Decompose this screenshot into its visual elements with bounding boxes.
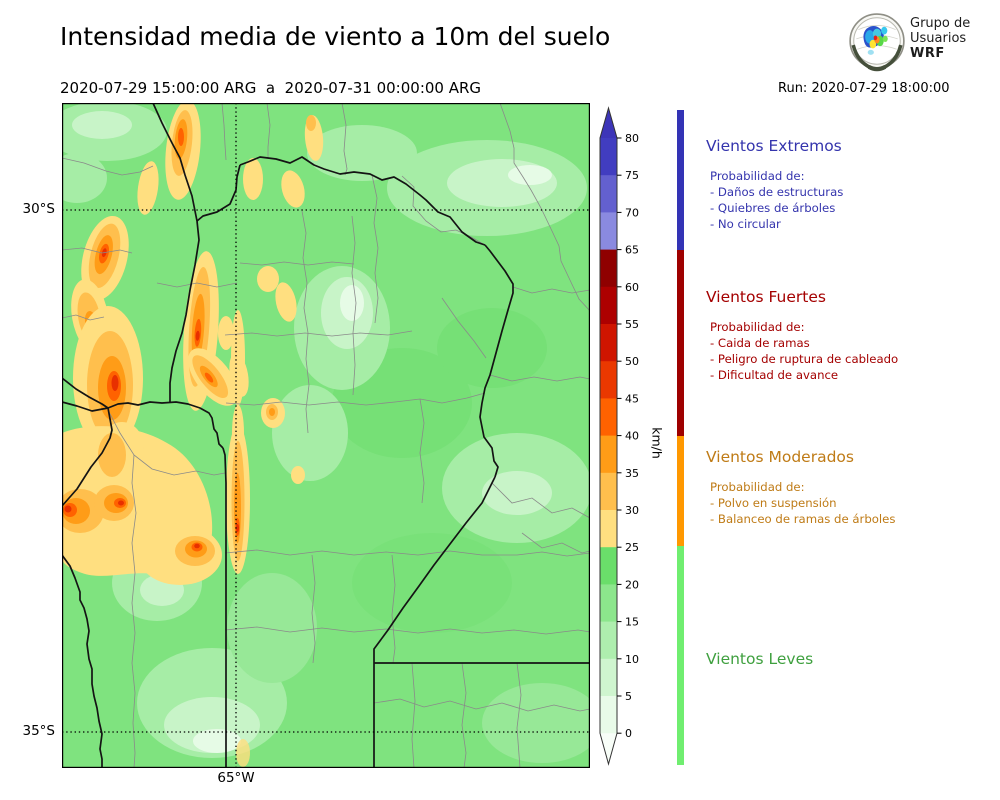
colorbar-tick-label: 80 xyxy=(625,132,639,145)
lon-tick-65w: 65°W xyxy=(217,770,255,786)
colorbar-tick-label: 45 xyxy=(625,392,639,405)
legend-line: - Dificultad de avance xyxy=(710,368,839,382)
legend-section-body: Probabilidad de: - Daños de estructuras - … xyxy=(706,168,994,232)
colorbar-segment xyxy=(600,547,617,585)
model-run-label: Run: 2020-07-29 18:00:00 xyxy=(778,81,950,96)
colorbar-tick-label: 15 xyxy=(625,616,639,629)
legend-section-title: Vientos Moderados xyxy=(706,448,854,466)
legend-line: - Quiebres de árboles xyxy=(710,201,836,215)
accent-bar-fuertes xyxy=(677,250,684,436)
legend-section-body: Probabilidad de: - Caida de ramas - Peligr… xyxy=(706,319,994,383)
legend-line: - Balanceo de ramas de árboles xyxy=(710,512,896,526)
page-title: Intensidad media de viento a 10m del sue… xyxy=(60,22,611,51)
colorbar-unit-label: km/h xyxy=(649,427,665,459)
colorbar-tick-label: 30 xyxy=(625,504,639,517)
colorbar-under-arrow xyxy=(600,733,617,764)
legend-line: Probabilidad de: xyxy=(710,480,805,494)
colorbar-tick-label: 35 xyxy=(625,467,639,480)
legend-line: - Peligro de ruptura de cableado xyxy=(710,352,899,366)
colorbar-tick-label: 20 xyxy=(625,578,639,591)
legend-section-body: Probabilidad de: - Polvo en suspensión - B… xyxy=(706,479,994,527)
accent-bar-leves xyxy=(677,546,684,765)
colorbar-segment xyxy=(600,696,617,734)
colorbar-segment xyxy=(600,212,617,250)
legend-line: - Caida de ramas xyxy=(710,336,810,350)
wind-intensity-map xyxy=(62,103,590,768)
legend-section-3: Vientos Moderados Probabilidad de: - Polvo… xyxy=(706,448,994,527)
legend-line: Probabilidad de: xyxy=(710,320,805,334)
colorbar-tick-label: 0 xyxy=(625,727,632,740)
colorbar-over-arrow xyxy=(600,108,617,138)
colorbar-tick-label: 75 xyxy=(625,169,639,182)
accent-bar-extremos xyxy=(677,110,684,250)
colorbar-tick-label: 50 xyxy=(625,355,639,368)
legend-section-1: Vientos Extremos Probabilidad de: - Daños … xyxy=(706,137,994,232)
colorbar-tick-label: 60 xyxy=(625,281,639,294)
map-frame xyxy=(62,103,590,768)
logo-text: Grupo de Usuarios WRF xyxy=(910,16,970,61)
graticule-lines xyxy=(62,103,590,768)
accent-bar-moderados xyxy=(677,436,684,546)
colorbar-segment xyxy=(600,138,617,176)
colorbar-segment xyxy=(600,398,617,436)
province-borders xyxy=(62,103,590,768)
valid-period: 2020-07-29 15:00:00 ARG a 2020-07-31 00:… xyxy=(60,79,482,97)
colorbar-segment xyxy=(600,249,617,288)
logo-line3: WRF xyxy=(910,46,945,61)
legend-line: Probabilidad de: xyxy=(710,169,805,183)
colorbar-tick-label: 5 xyxy=(625,690,632,703)
legend-line: - No circular xyxy=(710,217,781,231)
colorbar-tick-label: 55 xyxy=(625,318,639,331)
colorbar-segment xyxy=(600,324,617,362)
colorbar-segment xyxy=(600,175,617,213)
department-borders xyxy=(62,103,590,768)
colorbar-segment xyxy=(600,621,617,660)
lat-tick-35s: 35°S xyxy=(22,723,56,739)
colorbar-tick-label: 10 xyxy=(625,653,639,666)
logo-line1: Grupo de xyxy=(910,16,971,31)
light-wind-patches xyxy=(62,103,590,763)
colorbar-tick-label: 40 xyxy=(625,430,639,443)
wrf-users-group-logo xyxy=(846,11,908,73)
legend-section-title: Vientos Extremos xyxy=(706,137,842,155)
colorbar-tick-label: 70 xyxy=(625,206,639,219)
legend-line: - Polvo en suspensión xyxy=(710,496,837,510)
strong-wind-bands xyxy=(62,103,324,767)
logo-seal-icon xyxy=(849,13,905,72)
legend-section-title: Vientos Leves xyxy=(706,650,814,668)
colorbar-segment xyxy=(600,584,617,622)
legend-section-title: Vientos Fuertes xyxy=(706,288,826,306)
colorbar-segment xyxy=(600,286,617,325)
logo-line2: Usuarios xyxy=(910,31,967,46)
colorbar-segment xyxy=(600,435,617,474)
colorbar-segment xyxy=(600,472,617,511)
legend-section-4: Vientos Leves xyxy=(706,650,994,668)
colorbar-tick-label: 25 xyxy=(625,541,639,554)
colorbar-segment xyxy=(600,510,617,548)
colorbar-tick-label: 65 xyxy=(625,244,639,257)
legend-line: - Daños de estructuras xyxy=(710,185,844,199)
colorbar-segment xyxy=(600,658,617,697)
lat-tick-30s: 30°S xyxy=(22,201,56,217)
legend-section-2: Vientos Fuertes Probabilidad de: - Caida d… xyxy=(706,288,994,383)
colorbar-segment xyxy=(600,361,617,399)
